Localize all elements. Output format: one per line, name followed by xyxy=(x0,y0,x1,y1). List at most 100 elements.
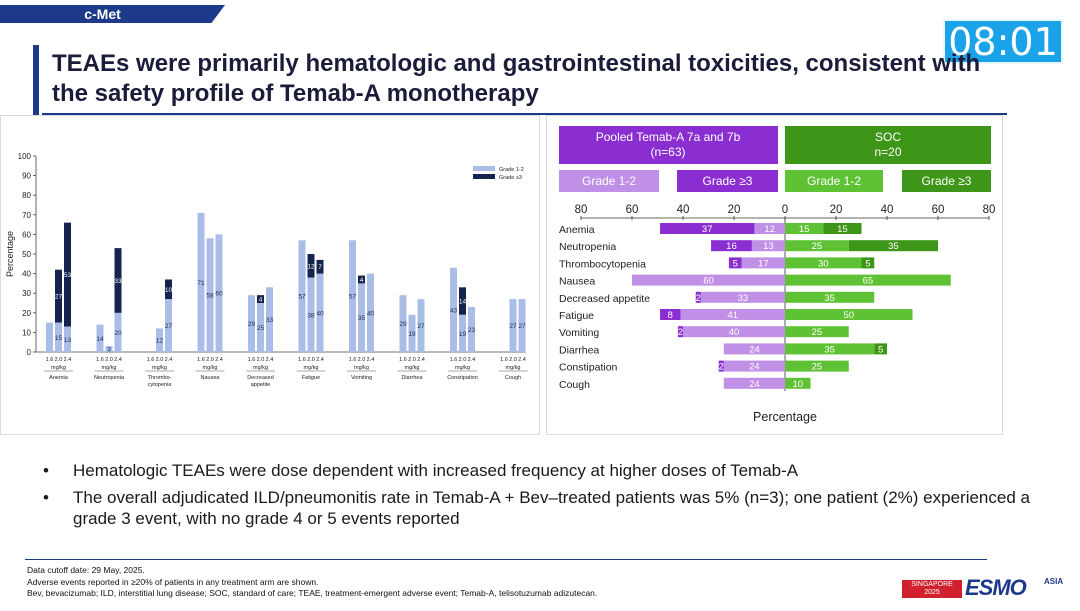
data-label-temab-grade-1-2: 24 xyxy=(749,344,760,355)
bar-soc-grade-3 xyxy=(874,343,887,355)
data-label-grade-1-2: 27 xyxy=(165,323,173,330)
category-label: Vomiting xyxy=(351,375,372,381)
dose-unit-label: mg/kg xyxy=(304,365,319,371)
row-label: Constipation xyxy=(559,362,618,374)
dose-tick-label: 2.4 xyxy=(518,357,526,363)
bar-grade-1-2 xyxy=(156,328,163,352)
bar-grade-1-2 xyxy=(408,314,416,352)
bullet-item: The overall adjudicated ILD/pneumonitis … xyxy=(40,487,1040,529)
data-label-grade-1-2: 13 xyxy=(64,337,72,344)
bar-temab-grade-3 xyxy=(660,223,755,234)
x-tick-label: 80 xyxy=(575,204,588,216)
y-axis-title: Percentage xyxy=(5,231,15,277)
singapore-badge: SINGAPORE 2025 xyxy=(902,580,962,598)
data-label-grade-1-2: 43 xyxy=(450,307,458,314)
data-label-grade-1-2: 27 xyxy=(509,323,517,330)
data-label-grade-3: 10 xyxy=(165,287,173,294)
dose-tick-label: 2.4 xyxy=(316,357,324,363)
bar-soc-grade-1-2 xyxy=(785,377,811,389)
data-label-grade-1-2: 40 xyxy=(316,310,324,317)
category-label: Cough xyxy=(505,375,521,381)
y-tick-label: 0 xyxy=(27,348,32,357)
data-label-grade-1-2: 27 xyxy=(417,323,425,330)
timer-display: 08:01 xyxy=(943,19,1063,64)
footer-divider xyxy=(25,559,987,560)
dose-tick-label: 1.6 xyxy=(197,357,205,363)
bar-soc-grade-1-2 xyxy=(785,360,849,372)
bar-temab-grade-1-2 xyxy=(683,326,785,338)
bar-temab-grade-1-2 xyxy=(741,257,785,269)
bar-grade-1-2 xyxy=(46,322,53,352)
bar-grade-1-2 xyxy=(298,240,306,352)
data-label-grade-1-2: 29 xyxy=(399,321,407,328)
data-label-grade-3: 53 xyxy=(64,272,72,279)
x-tick-label: 80 xyxy=(983,204,996,216)
data-label-soc-grade-3: 15 xyxy=(837,224,848,235)
dose-tick-label: 2.4 xyxy=(468,357,476,363)
dose-tick-label: 1.6 xyxy=(96,357,104,363)
data-label-soc-grade-1-2: 25 xyxy=(812,241,823,252)
dose-tick-label: 2.0 xyxy=(105,357,113,363)
title-accent-bar xyxy=(33,45,39,115)
bar-grade-1-2 xyxy=(55,322,62,352)
data-label-temab-grade-3: 2 xyxy=(719,362,724,373)
bar-grade-3 xyxy=(459,287,466,315)
bullet-list: Hematologic TEAEs were dose dependent wi… xyxy=(40,460,1040,535)
category-label: appetite xyxy=(251,382,271,388)
dose-tick-label: 1.6 xyxy=(147,357,155,363)
dose-bar-chart: 0 10 20 30 40 50 60 70 80 90 100 Percentage Grade 1-… xyxy=(5,152,528,388)
bar-grade-3 xyxy=(316,259,324,274)
legend-label: Grade ≥3 xyxy=(703,174,753,188)
bar-grade-1-2 xyxy=(450,267,457,352)
bar-temab-grade-1-2 xyxy=(754,223,785,234)
bar-grade-1-2 xyxy=(509,299,517,352)
bar-grade-1-2 xyxy=(316,273,324,352)
dose-tick-label: 2.0 xyxy=(307,357,315,363)
y-tick-label: 40 xyxy=(22,270,31,279)
data-label-temab-grade-1-2: 13 xyxy=(763,241,774,252)
dose-bar-chart-panel: 0 10 20 30 40 50 60 70 80 90 100 Percentage Grade 1-… xyxy=(0,115,540,435)
dose-unit-label: mg/kg xyxy=(102,365,117,371)
header-label-temab-a: Pooled Temab-A 7a and 7b xyxy=(596,130,741,144)
data-label-soc-grade-3: 5 xyxy=(865,258,870,269)
y-tick-label: 50 xyxy=(22,250,31,259)
legend-label: Grade ≥3 xyxy=(922,174,972,188)
bar-soc-grade-3 xyxy=(823,223,862,234)
dose-unit-label: mg/kg xyxy=(152,365,167,371)
dose-tick-label: 1.6 xyxy=(349,357,357,363)
dose-tick-label: 1.6 xyxy=(298,357,306,363)
section-tag-label: c-Met xyxy=(84,6,121,22)
y-tick-label: 20 xyxy=(22,309,31,318)
legend-swatch-grade-3 xyxy=(473,174,495,179)
bar-soc-grade-1-2 xyxy=(785,309,913,320)
dose-tick-label: 2.4 xyxy=(165,357,173,363)
bar-grade-1-2 xyxy=(417,299,425,352)
category-label: Decreased xyxy=(247,375,274,381)
data-label-grade-1-2: 57 xyxy=(298,294,306,301)
data-label-grade-3: 27 xyxy=(55,294,63,301)
row-label: Thrombocytopenia xyxy=(559,258,646,270)
dose-tick-label: 1.6 xyxy=(399,357,407,363)
bar-soc-grade-1-2 xyxy=(785,223,824,234)
category-label: Diarrhea xyxy=(401,375,423,381)
row-label: Diarrhea xyxy=(559,344,599,356)
bar-soc-grade-1-2 xyxy=(785,343,875,355)
data-label-grade-1-2: 38 xyxy=(307,312,315,319)
y-tick-label: 70 xyxy=(22,211,31,220)
data-label-temab-grade-1-2: 60 xyxy=(703,276,714,287)
data-label-soc-grade-1-2: 35 xyxy=(824,293,835,304)
bar-soc-grade-1-2 xyxy=(785,240,849,252)
data-label-grade-1-2: 19 xyxy=(459,331,467,338)
data-label-grade-1-2: 15 xyxy=(55,335,63,342)
bar-temab-grade-1-2 xyxy=(700,291,785,303)
category-label: Constipation xyxy=(447,375,478,381)
bar-grade-3 xyxy=(114,248,122,313)
data-label-grade-3: 12 xyxy=(307,263,315,270)
bar-grade-3 xyxy=(307,254,315,278)
bar-grade-1-2 xyxy=(114,312,122,352)
bar-grade-1-2 xyxy=(399,295,407,352)
singapore-badge-line: 2025 xyxy=(924,589,940,596)
data-label-temab-grade-1-2: 24 xyxy=(749,379,760,390)
bar-temab-grade-3 xyxy=(695,291,701,303)
data-label-grade-1-2: 60 xyxy=(215,291,223,298)
